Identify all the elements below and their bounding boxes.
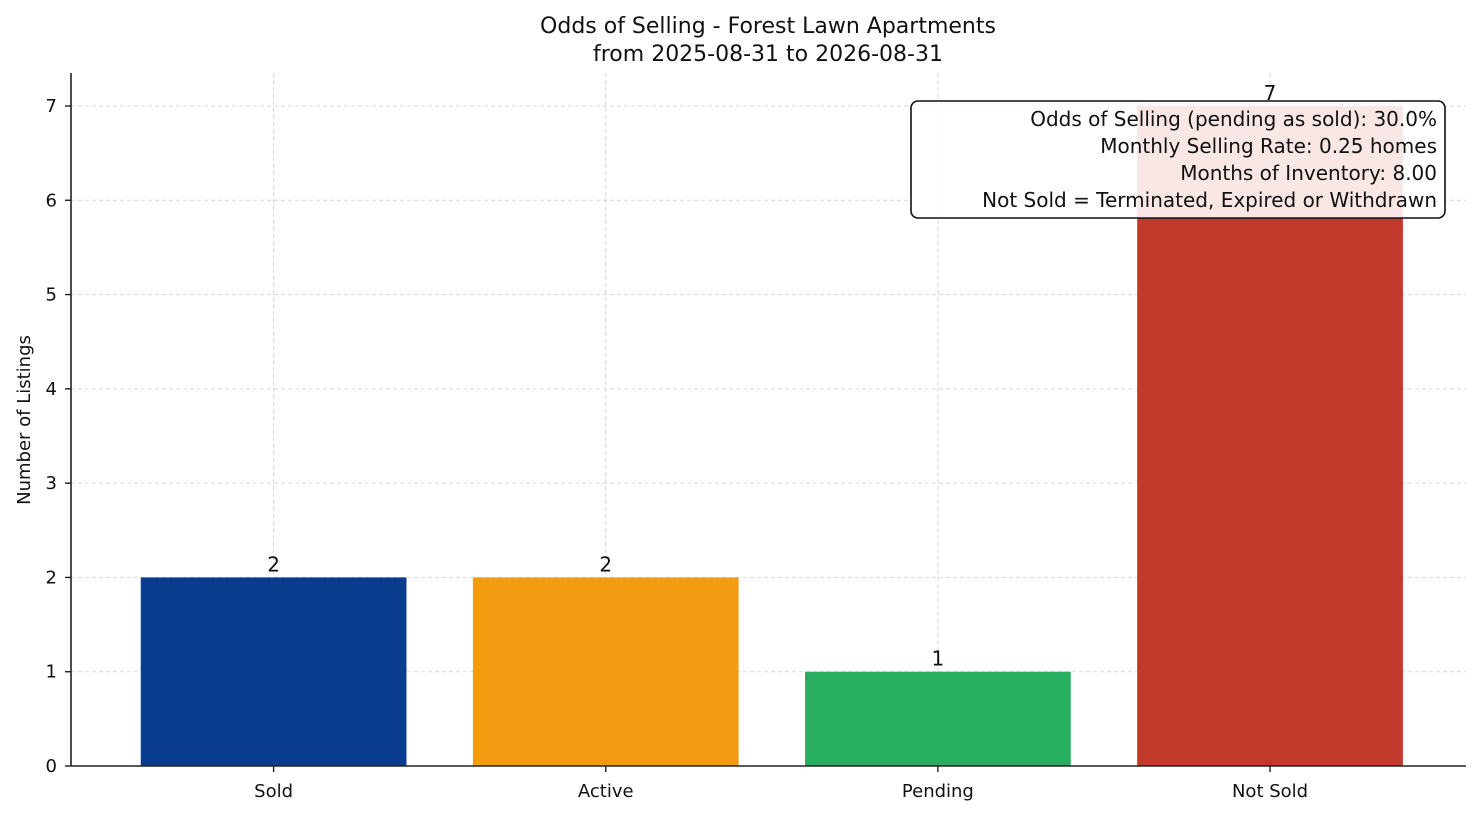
x-tick-label: Pending bbox=[902, 781, 974, 802]
stats-annotation: Odds of Selling (pending as sold): 30.0%… bbox=[910, 100, 1446, 219]
y-tick-label: 3 bbox=[46, 473, 57, 494]
stats-line-monthly-rate: Monthly Selling Rate: 0.25 homes bbox=[1100, 134, 1437, 158]
y-tick-label: 5 bbox=[46, 285, 57, 306]
chart-title: Odds of Selling - Forest Lawn Apartments bbox=[540, 14, 996, 39]
chart-subtitle: from 2025-08-31 to 2026-08-31 bbox=[593, 42, 943, 67]
y-tick-label: 6 bbox=[46, 190, 57, 211]
y-axis-label: Number of Listings bbox=[14, 335, 35, 505]
x-axis-ticks: Sold Active Pending Not Sold bbox=[254, 766, 1308, 802]
y-tick-label: 1 bbox=[46, 662, 57, 683]
stats-annotation-box bbox=[910, 100, 1446, 219]
stats-line-months-inventory: Months of Inventory: 8.00 bbox=[1180, 161, 1437, 185]
data-label-pending: 1 bbox=[932, 647, 945, 671]
data-labels: 2 2 1 7 bbox=[267, 81, 1276, 671]
data-label-sold: 2 bbox=[267, 552, 280, 576]
x-tick-label: Sold bbox=[254, 781, 293, 802]
data-label-not-sold: 7 bbox=[1264, 81, 1277, 105]
stats-line-odds: Odds of Selling (pending as sold): 30.0% bbox=[1030, 107, 1437, 131]
bar-sold bbox=[140, 577, 407, 766]
y-tick-label: 0 bbox=[46, 756, 57, 777]
stats-line-not-sold-note: Not Sold = Terminated, Expired or Withdr… bbox=[982, 188, 1437, 212]
bars bbox=[140, 106, 1403, 766]
x-tick-label: Active bbox=[578, 781, 634, 802]
x-tick-label: Not Sold bbox=[1232, 781, 1308, 802]
data-label-active: 2 bbox=[599, 552, 612, 576]
bar-pending bbox=[805, 671, 1071, 766]
y-tick-label: 4 bbox=[46, 379, 57, 400]
y-axis-ticks: 0 1 2 3 4 5 6 7 bbox=[46, 96, 71, 777]
bar-active bbox=[472, 577, 739, 766]
y-tick-label: 7 bbox=[46, 96, 57, 117]
y-tick-label: 2 bbox=[46, 567, 57, 588]
